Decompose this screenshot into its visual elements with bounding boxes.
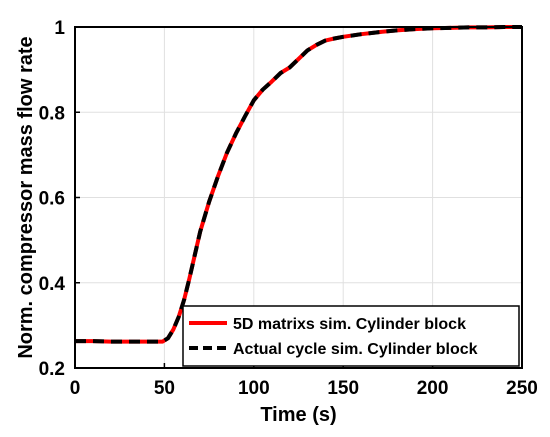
x-tick-label: 50 <box>154 378 175 399</box>
series-line-1 <box>75 25 522 344</box>
tick-labels: 0 50 100 150 200 250 0.2 0.4 0.6 0.8 1 <box>39 18 538 399</box>
legend: 5D matrixs sim. Cylinder block Actual cy… <box>182 305 520 367</box>
y-tick-label: 1 <box>54 18 65 39</box>
x-tick-label: 250 <box>506 378 538 399</box>
legend-label-5d-matrixs: 5D matrixs sim. Cylinder block <box>233 316 466 333</box>
series-layer <box>75 25 522 344</box>
y-tick-label: 0.6 <box>39 189 65 210</box>
x-tick-label: 150 <box>327 378 359 399</box>
x-tick-label: 200 <box>417 378 449 399</box>
x-tick-label: 100 <box>238 378 270 399</box>
ticks <box>74 26 523 369</box>
y-tick-label: 0.8 <box>39 103 65 124</box>
y-axis-label: Norm. compressor mass flow rate <box>15 36 37 358</box>
y-tick-label: 0.2 <box>39 359 65 380</box>
legend-label-actual-cycle: Actual cycle sim. Cylinder block <box>233 341 478 358</box>
legend-box <box>182 305 520 367</box>
y-tick-label: 0.4 <box>39 274 66 295</box>
x-axis-label: Time (s) <box>260 404 336 426</box>
series-line-0 <box>75 25 522 344</box>
x-tick-label: 0 <box>70 378 81 399</box>
